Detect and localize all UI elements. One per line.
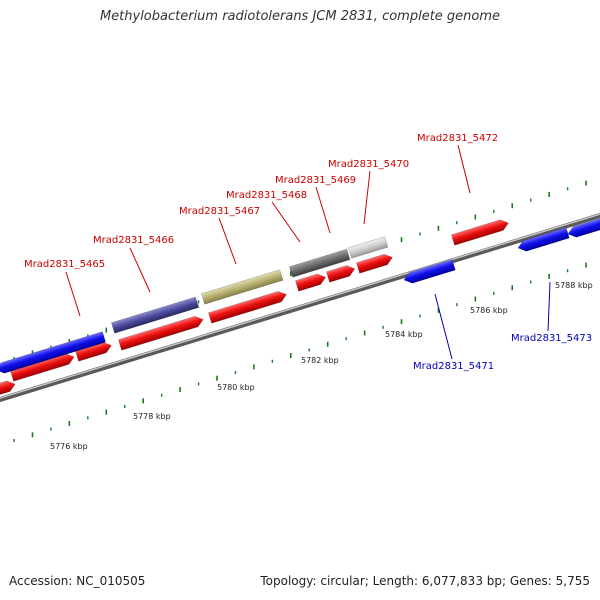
gene-arrow-forward-body xyxy=(208,291,287,324)
callout-line xyxy=(218,217,237,265)
gene-label-mrad2831-5472[interactable]: Mrad2831_5472 xyxy=(417,133,498,144)
gene-features xyxy=(0,216,600,396)
callout-line xyxy=(547,281,551,332)
gene-label-mrad2831-5470[interactable]: Mrad2831_5470 xyxy=(328,159,409,170)
gene-arrow-forward xyxy=(0,380,16,396)
gene-label-mrad2831-5473[interactable]: Mrad2831_5473 xyxy=(511,333,592,344)
gene-highlight-body xyxy=(348,236,389,259)
gene-highlight xyxy=(289,248,351,278)
gene-arrow-forward xyxy=(118,315,204,351)
genome-stats-label: Topology: circular; Length: 6,077,833 bp… xyxy=(260,574,590,588)
gene-arrow-forward-body xyxy=(0,380,16,396)
genome-backbone xyxy=(0,212,600,403)
gene-arrow-forward-body xyxy=(295,273,327,292)
gene-highlight xyxy=(201,269,284,305)
gene-arrow-forward xyxy=(326,265,356,283)
gene-arrow-reverse xyxy=(517,227,570,252)
callout-line xyxy=(363,170,371,225)
gene-arrow-reverse-body xyxy=(517,227,570,252)
scale-label: 5780 kbp xyxy=(217,383,255,392)
scale-label: 5776 kbp xyxy=(50,442,88,451)
gene-arrow-forward-body xyxy=(356,253,393,274)
callout-line xyxy=(129,247,151,293)
gene-highlight xyxy=(348,236,389,259)
gene-arrow-reverse-body xyxy=(0,331,107,374)
scale-label: 5788 kbp xyxy=(555,281,593,290)
gene-arrow-reverse xyxy=(0,331,107,374)
gene-arrow-reverse-body xyxy=(567,216,600,238)
inner-tick-track xyxy=(13,262,587,442)
gene-arrow-forward xyxy=(295,273,327,292)
gene-label-mrad2831-5468[interactable]: Mrad2831_5468 xyxy=(226,190,307,201)
scale-label: 5786 kbp xyxy=(470,306,508,315)
gene-label-mrad2831-5471[interactable]: Mrad2831_5471 xyxy=(413,361,494,372)
gene-arrow-forward xyxy=(208,291,287,324)
callout-line xyxy=(457,144,471,194)
callout-line xyxy=(65,271,81,317)
map-title: Methylobacterium radiotolerans JCM 2831,… xyxy=(99,9,501,24)
callout-line xyxy=(271,201,301,243)
gene-label-mrad2831-5469[interactable]: Mrad2831_5469 xyxy=(275,175,356,186)
gene-arrow-reverse xyxy=(403,259,456,284)
callout-line xyxy=(434,293,453,360)
gene-label-mrad2831-5467[interactable]: Mrad2831_5467 xyxy=(179,206,260,217)
scale-label: 5784 kbp xyxy=(385,330,423,339)
gene-label-mrad2831-5466[interactable]: Mrad2831_5466 xyxy=(93,235,174,246)
gene-arrow-forward-body xyxy=(326,265,356,283)
gene-arrow-forward-body xyxy=(451,219,509,246)
gene-arrow-reverse xyxy=(567,216,600,238)
scale-label-layer: 5776 kbp 5778 kbp 5780 kbp 5782 kbp 5784… xyxy=(50,281,593,451)
gene-highlight-body xyxy=(111,296,200,334)
scale-label: 5778 kbp xyxy=(133,412,171,421)
accession-label: Accession: NC_010505 xyxy=(9,574,146,588)
scale-label: 5782 kbp xyxy=(301,356,339,365)
gene-label-mrad2831-5465[interactable]: Mrad2831_5465 xyxy=(24,259,105,270)
gene-arrow-forward xyxy=(451,219,509,246)
gene-arrow-forward xyxy=(356,253,393,274)
gene-arrow-reverse-body xyxy=(403,259,456,284)
gene-arrow-forward-body xyxy=(118,315,204,351)
gene-label-layer: Mrad2831_5465 Mrad2831_5466 Mrad2831_546… xyxy=(24,133,592,372)
callout-line xyxy=(315,186,331,234)
gene-highlight-body xyxy=(201,269,284,305)
label-callouts xyxy=(65,144,551,360)
gene-highlight-body xyxy=(289,248,351,278)
gene-highlight xyxy=(111,296,200,334)
